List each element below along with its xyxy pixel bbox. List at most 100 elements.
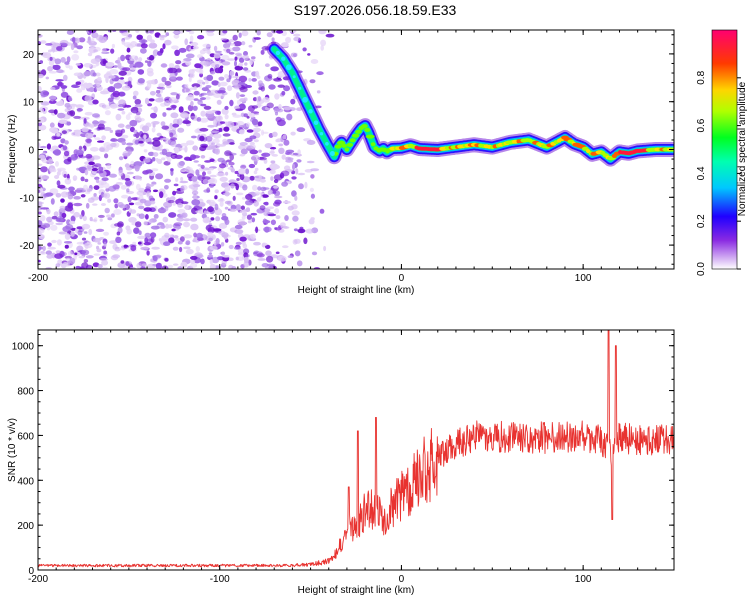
noise-speckle [62, 145, 68, 151]
noise-speckle [171, 228, 176, 232]
noise-speckle [250, 212, 258, 216]
noise-speckle [228, 161, 235, 166]
noise-speckle [63, 173, 67, 178]
noise-speckle [59, 205, 66, 210]
noise-speckle [70, 231, 75, 237]
noise-speckle [149, 91, 156, 96]
noise-speckle [180, 201, 189, 205]
noise-speckle [117, 108, 125, 111]
noise-speckle [42, 91, 50, 96]
noise-speckle [169, 196, 176, 201]
x-tick-label: 100 [575, 273, 592, 284]
noise-speckle [234, 224, 243, 230]
ridge-core [329, 151, 335, 156]
noise-speckle [190, 135, 197, 139]
noise-speckle [189, 35, 194, 42]
noise-speckle [202, 171, 206, 176]
noise-speckle [38, 124, 47, 131]
noise-speckle [186, 94, 194, 101]
noise-speckle [106, 164, 112, 170]
noise-speckle [166, 107, 173, 111]
noise-speckle [107, 198, 112, 203]
noise-speckle [280, 136, 284, 143]
noise-speckle [178, 47, 187, 53]
noise-speckle [167, 200, 175, 204]
noise-speckle [84, 95, 92, 102]
noise-speckle [42, 52, 52, 59]
noise-speckle [180, 113, 190, 118]
noise-speckle [165, 32, 170, 37]
noise-speckle [38, 175, 42, 183]
noise-speckle [224, 150, 232, 157]
noise-speckle [224, 185, 231, 192]
noise-speckle [214, 67, 222, 74]
noise-speckle [137, 241, 142, 245]
noise-speckle [121, 141, 127, 146]
noise-speckle [150, 265, 155, 268]
noise-speckle [91, 155, 101, 160]
noise-speckle [170, 104, 177, 109]
noise-speckle [211, 62, 217, 68]
y-tick-label: 400 [17, 476, 34, 487]
noise-speckle [161, 76, 167, 83]
noise-speckle [38, 142, 41, 149]
noise-speckle [54, 58, 62, 65]
noise-speckle [213, 92, 222, 98]
noise-speckle [179, 180, 189, 184]
noise-speckle [229, 99, 234, 107]
noise-speckle [168, 237, 175, 244]
noise-speckle [133, 90, 139, 97]
noise-speckle [286, 113, 293, 121]
noise-speckle [262, 220, 271, 224]
noise-speckle [101, 135, 106, 141]
noise-speckle [191, 199, 201, 206]
noise-speckle [197, 99, 203, 105]
noise-speckle [64, 140, 69, 145]
noise-speckle [138, 213, 145, 219]
noise-speckle [109, 129, 114, 133]
noise-speckle [144, 60, 149, 63]
noise-speckle [274, 93, 280, 100]
noise-speckle [56, 69, 64, 74]
noise-speckle [195, 246, 200, 252]
noise-speckle [193, 232, 198, 238]
noise-speckle [38, 70, 42, 74]
noise-speckle [72, 36, 76, 43]
noise-speckle [123, 37, 131, 40]
noise-speckle [226, 78, 231, 83]
noise-speckle [173, 33, 180, 39]
noise-speckle [52, 64, 61, 71]
noise-speckle [222, 30, 228, 34]
noise-speckle [302, 47, 307, 52]
noise-speckle [212, 234, 216, 240]
noise-speckle [275, 215, 281, 220]
noise-speckle [49, 127, 59, 133]
noise-speckle [76, 226, 83, 230]
noise-speckle [274, 227, 282, 231]
noise-speckle [200, 155, 206, 159]
noise-speckle [233, 246, 241, 250]
noise-speckle [101, 260, 109, 266]
noise-speckle [221, 61, 231, 66]
noise-speckle [190, 100, 194, 107]
noise-speckle [259, 205, 266, 211]
noise-speckle [190, 263, 198, 268]
noise-speckle [202, 217, 210, 224]
noise-speckle [233, 41, 242, 47]
noise-speckle [168, 224, 173, 229]
noise-speckle [282, 200, 291, 204]
noise-speckle [93, 58, 101, 62]
noise-speckle [64, 244, 69, 249]
noise-speckle [81, 249, 90, 256]
noise-speckle [88, 41, 97, 46]
noise-speckle [207, 206, 214, 213]
noise-speckle [191, 176, 198, 182]
noise-speckle [117, 62, 122, 69]
noise-speckle [266, 206, 275, 210]
noise-speckle [222, 254, 230, 258]
ridge-core [275, 50, 281, 56]
noise-speckle [133, 165, 141, 170]
noise-speckle [127, 196, 132, 203]
noise-speckle [176, 76, 183, 81]
noise-speckle [83, 118, 87, 124]
